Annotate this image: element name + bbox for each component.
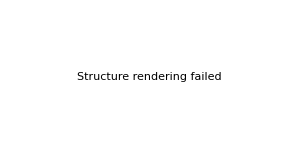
Text: Structure rendering failed: Structure rendering failed xyxy=(77,71,221,82)
